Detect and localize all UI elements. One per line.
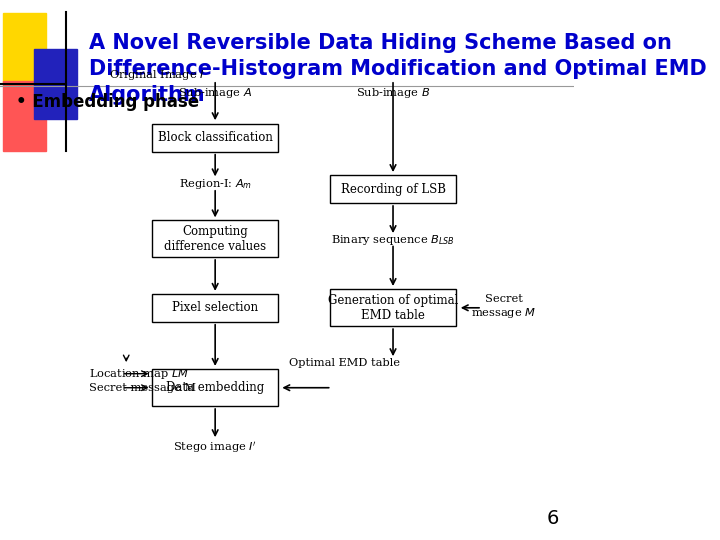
FancyBboxPatch shape: [330, 289, 456, 326]
Bar: [3, 14, 46, 84]
Text: Secret message M: Secret message M: [89, 383, 196, 393]
Bar: [35, 49, 78, 119]
Text: Optimal EMD table: Optimal EMD table: [289, 358, 400, 368]
Text: • Embedding phase: • Embedding phase: [16, 92, 199, 111]
Text: Sub-image $B$: Sub-image $B$: [356, 86, 430, 100]
Text: Block classification: Block classification: [158, 131, 273, 144]
Text: Computing
difference values: Computing difference values: [164, 225, 266, 253]
Text: Pixel selection: Pixel selection: [172, 301, 258, 314]
Text: A Novel Reversible Data Hiding Scheme Based on
Difference-Histogram Modification: A Novel Reversible Data Hiding Scheme Ba…: [89, 33, 707, 105]
Text: 6: 6: [547, 509, 559, 528]
FancyBboxPatch shape: [152, 220, 278, 257]
Text: Sub-image $A$: Sub-image $A$: [178, 86, 252, 100]
Text: Location map $LM$: Location map $LM$: [89, 367, 189, 381]
Text: Data embedding: Data embedding: [166, 381, 264, 394]
Text: Stego image $I'$: Stego image $I'$: [174, 440, 257, 455]
Text: Recording of LSB: Recording of LSB: [341, 183, 446, 195]
Text: Region-I: $A_m$: Region-I: $A_m$: [179, 177, 252, 191]
Text: Generation of optimal
EMD table: Generation of optimal EMD table: [328, 294, 458, 322]
Text: Original Image $I$: Original Image $I$: [109, 68, 204, 82]
FancyBboxPatch shape: [330, 175, 456, 203]
Bar: [3, 81, 46, 151]
FancyBboxPatch shape: [152, 369, 278, 406]
Text: Secret
message $M$: Secret message $M$: [471, 294, 536, 320]
FancyBboxPatch shape: [152, 124, 278, 152]
Text: Binary sequence $B_{LSB}$: Binary sequence $B_{LSB}$: [331, 233, 455, 247]
FancyBboxPatch shape: [152, 294, 278, 322]
